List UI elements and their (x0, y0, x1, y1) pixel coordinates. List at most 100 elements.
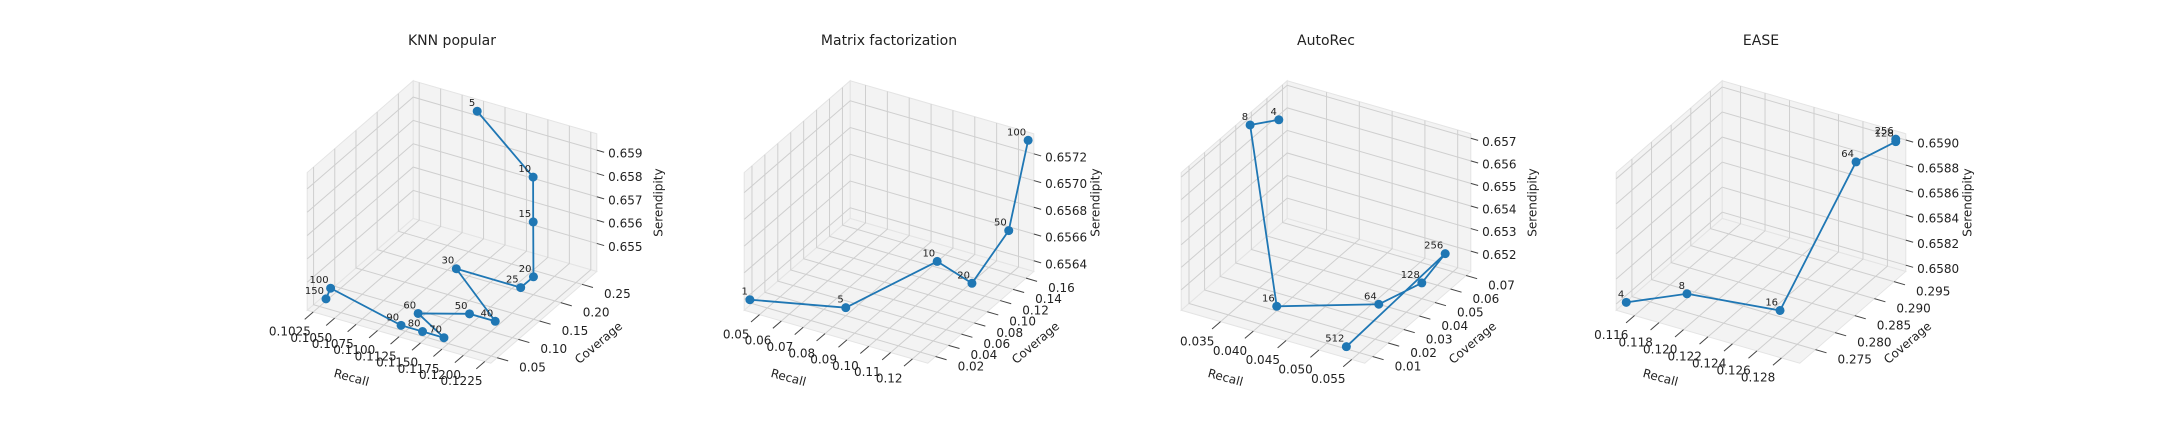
x-tick-label: 0.120 (1643, 342, 1677, 356)
x-tick (1650, 322, 1660, 331)
y-tick-label: 0.12 (1022, 303, 1049, 317)
y-tick (1012, 288, 1025, 294)
grid-line (1615, 161, 1906, 255)
y-tick-label: 0.06 (1473, 292, 1500, 306)
x-tick-label: 0.05 (723, 327, 750, 341)
grid-line (1253, 101, 1360, 332)
point-label: 4 (1270, 107, 1276, 118)
y-tick-label: 0.02 (958, 359, 985, 373)
x-tick (475, 361, 486, 370)
grid-line (1180, 129, 1471, 223)
y-tick-label: 0.280 (1857, 336, 1891, 350)
grid-line (1180, 152, 1471, 246)
x-tick-label: 0.040 (1213, 344, 1247, 358)
grid-line (306, 96, 597, 190)
data-point (418, 327, 428, 337)
grid-line (355, 130, 540, 322)
z-tick-label: 0.6582 (1917, 237, 1959, 251)
grid-line (463, 125, 570, 356)
x-tick (859, 345, 870, 354)
y-tick-label: 0.06 (983, 337, 1010, 351)
z-tick-label: 0.658 (608, 170, 642, 184)
x-tick (454, 354, 464, 364)
chart-title: KNN popular (408, 33, 496, 49)
x-tick (368, 330, 378, 339)
data-point (932, 256, 942, 266)
grid-line (484, 132, 592, 362)
x-tick-label: 0.07 (767, 340, 794, 354)
x-tick-label: 0.055 (1311, 372, 1345, 386)
grid-line (841, 87, 1027, 279)
y-tick (1450, 288, 1462, 293)
z-tick (1905, 139, 1914, 143)
grid-line (334, 148, 519, 340)
point-label: 100 (310, 275, 329, 286)
x-tick-label: 0.050 (1278, 363, 1312, 377)
point-label: 512 (1325, 334, 1344, 345)
y-tick-label: 0.10 (540, 342, 567, 356)
z-tick (1470, 137, 1479, 141)
x-tick-label: 0.1150 (376, 356, 418, 370)
data-point (528, 172, 538, 182)
point-label: 20 (519, 264, 532, 275)
grid-line (1615, 186, 1906, 280)
point-label: 20 (957, 270, 970, 281)
y-tick (1434, 302, 1447, 307)
x-tick (411, 342, 421, 351)
grid-line (1351, 129, 1459, 360)
x-tick-label: 0.11 (854, 365, 881, 379)
grid-line (1188, 165, 1373, 357)
data-point (1023, 135, 1033, 145)
grid-line (1285, 111, 1393, 341)
data-point (1341, 342, 1351, 352)
y-tick-label: 0.16 (1048, 281, 1075, 295)
z-tick (1470, 250, 1479, 254)
grid-line (743, 153, 1034, 247)
grid-line (824, 104, 932, 334)
z-tick (1470, 160, 1479, 164)
x-tick-label: 0.1050 (290, 331, 332, 345)
grid-line (441, 119, 549, 350)
x-axis-label: Recall (332, 366, 370, 389)
z-tick-label: 0.654 (1482, 203, 1516, 217)
y-tick (1854, 315, 1866, 320)
grid-line (912, 129, 1019, 360)
grid-line (1204, 152, 1389, 344)
grid-line (1631, 158, 1816, 351)
grid-line (1180, 175, 1471, 268)
x-tick (1211, 321, 1221, 330)
z-axis-label: Serendipity (651, 168, 665, 236)
y-tick (1815, 349, 1827, 354)
x-tick (1244, 330, 1254, 339)
grid-line (1709, 90, 1895, 283)
chart-title: AutoRec (1297, 33, 1355, 49)
y-tick (987, 311, 999, 316)
point-label: 128 (1875, 129, 1894, 140)
grid-line (313, 167, 498, 359)
x-axis-label: Recall (769, 366, 807, 389)
point-label: 5 (837, 295, 843, 306)
point-label: 40 (481, 308, 494, 319)
data-point (1621, 297, 1631, 307)
data-point (1245, 120, 1255, 130)
grid-line (306, 119, 597, 213)
x-tick-label: 0.1100 (333, 343, 375, 357)
y-tick (961, 333, 973, 338)
z-tick (1033, 180, 1042, 184)
grid-line (1615, 86, 1906, 180)
y-tick (1419, 315, 1431, 320)
y-tick (935, 356, 947, 361)
y-tick (539, 320, 551, 325)
grid-line (790, 132, 975, 324)
point-label: 50 (455, 301, 468, 312)
point-label: 30 (442, 256, 455, 267)
y-tick (518, 338, 530, 344)
grid-line (1180, 84, 1471, 178)
x-tick (1342, 359, 1353, 368)
y-tick (1000, 300, 1012, 305)
grid-line (1615, 136, 1906, 230)
data-point (1682, 289, 1692, 299)
z-tick (1905, 189, 1914, 193)
x-tick-label: 0.1200 (419, 368, 461, 382)
